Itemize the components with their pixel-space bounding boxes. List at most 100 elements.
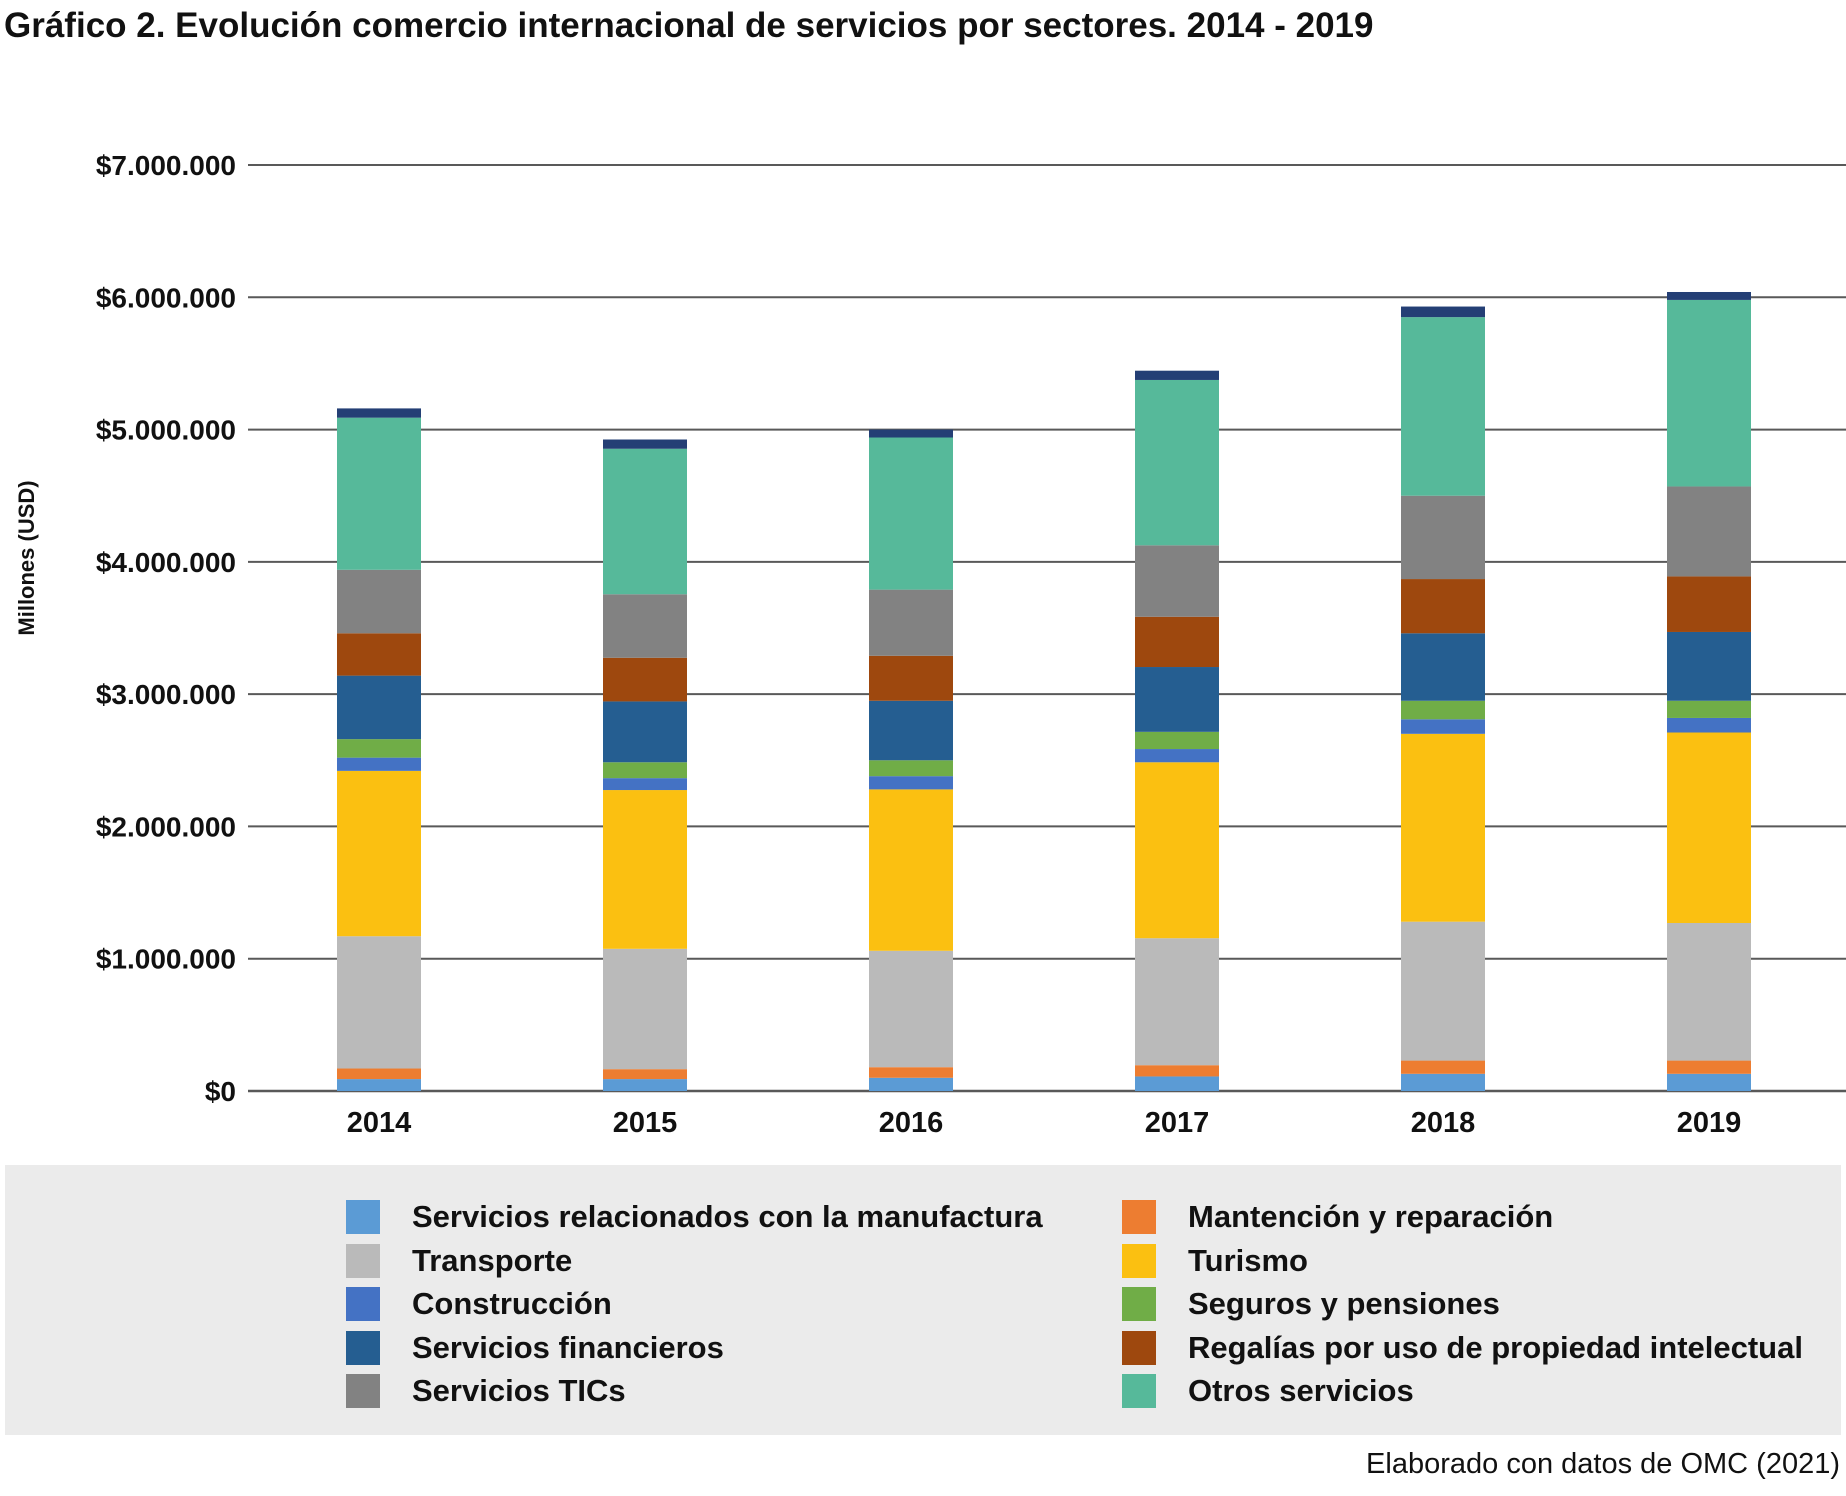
legend-item: Servicios TICs (346, 1371, 626, 1411)
bar-segment (337, 417, 421, 570)
bar-segment (1135, 749, 1219, 763)
bar-segment (869, 776, 953, 790)
y-tick-label: $0 (205, 1076, 236, 1107)
bar-segment (1401, 317, 1485, 496)
y-tick-label: $4.000.000 (96, 547, 236, 578)
bar-segment (603, 790, 687, 949)
stacked-bar-chart: $0 $1.000.000 $2.000.000 $3.000.000 $4.000.0… (14, 150, 1846, 1139)
bar-segment (337, 633, 421, 676)
y-tick-label: $5.000.000 (96, 415, 236, 446)
bar-segment (603, 1069, 687, 1080)
bar-segment (869, 789, 953, 951)
bar-segment (337, 770, 421, 937)
bar-segment (1401, 700, 1485, 720)
legend-swatch (346, 1330, 380, 1365)
y-tick-label: $1.000.000 (96, 944, 236, 975)
bar-segment (869, 1077, 953, 1091)
bar-segment (1667, 717, 1751, 733)
bar-segment (1401, 1060, 1485, 1074)
legend-item: Turismo (1122, 1241, 1308, 1281)
legend-item: Mantención y reparación (1122, 1197, 1553, 1237)
bar-segment (1135, 370, 1219, 380)
legend-item: Otros servicios (1122, 1371, 1414, 1411)
x-tick-label: 2018 (1411, 1107, 1476, 1139)
legend-swatch (346, 1374, 380, 1408)
legend-label: Servicios TICs (412, 1373, 626, 1408)
x-tick-label: 2017 (1145, 1107, 1210, 1139)
legend-swatch (1122, 1200, 1156, 1234)
bar-segment (1401, 495, 1485, 580)
bar-segment (337, 739, 421, 758)
bar-segment (337, 569, 421, 634)
bar-segment (1667, 1060, 1751, 1074)
legend-swatch (346, 1287, 380, 1321)
bar-segment (869, 437, 953, 590)
bar-segment (1667, 486, 1751, 577)
legend-label: Construcción (412, 1286, 612, 1321)
bar-segment (1667, 631, 1751, 701)
legend-item: Construcción (346, 1284, 612, 1324)
bar-segment (1135, 731, 1219, 750)
bar-segment (603, 1079, 687, 1091)
bar-segment (603, 657, 687, 702)
bar-segment (1667, 732, 1751, 923)
legend-label: Seguros y pensiones (1188, 1286, 1500, 1321)
bar-segment (603, 439, 687, 449)
legend-item: Regalías por uso de propiedad intelectua… (1122, 1328, 1803, 1368)
bar-segment (1135, 1065, 1219, 1077)
legend: Servicios relacionados con la manufactur… (5, 1165, 1841, 1435)
y-axis-label: Millones (USD) (14, 480, 39, 635)
bar-segment (1135, 1076, 1219, 1091)
bar-segment (1135, 379, 1219, 546)
bar-segment (1135, 667, 1219, 732)
legend-item: Seguros y pensiones (1122, 1284, 1500, 1324)
y-tick-label: $2.000.000 (96, 811, 236, 842)
legend-label: Regalías por uso de propiedad intelectua… (1188, 1329, 1803, 1365)
bar-segment (1667, 922, 1751, 1061)
legend-swatch (1122, 1287, 1156, 1321)
chart-title: Gráfico 2. Evolución comercio internacio… (4, 6, 1374, 45)
bar-segment (869, 950, 953, 1068)
bar-segment (1401, 579, 1485, 634)
legend-label: Mantención y reparación (1188, 1199, 1554, 1234)
x-tick-label: 2014 (347, 1107, 412, 1139)
bar-segment (1667, 700, 1751, 718)
bar-segment (1667, 299, 1751, 487)
legend-swatch (346, 1200, 380, 1234)
legend-swatch (1122, 1374, 1156, 1408)
bar-segment (1667, 1073, 1751, 1091)
bar-segment (1401, 633, 1485, 701)
legend-swatch (1122, 1330, 1156, 1365)
bar-segment (869, 429, 953, 438)
bar-segment (337, 675, 421, 740)
gridlines (248, 164, 1846, 1093)
bar-segment (603, 594, 687, 658)
bar-segment (869, 655, 953, 701)
legend-label: Servicios financieros (412, 1329, 724, 1365)
bar-segment (1135, 616, 1219, 668)
y-axis-ticks: $0 $1.000.000 $2.000.000 $3.000.000 $4.000.0… (96, 150, 236, 1107)
bar-segment (337, 408, 421, 418)
bar-segment (603, 778, 687, 791)
bar-segment (1401, 719, 1485, 734)
bar-segment (1135, 938, 1219, 1066)
bar-segment (1667, 576, 1751, 632)
source-note: Elaborado con datos de OMC (2021) (1366, 1448, 1840, 1480)
legend-swatch (346, 1243, 380, 1278)
bar-segment (1401, 1073, 1485, 1091)
bar-segment (869, 700, 953, 761)
bar-segment (603, 448, 687, 595)
legend-item: Servicios financieros (346, 1328, 724, 1368)
y-tick-label: $3.000.000 (96, 679, 236, 710)
bar-segment (1401, 921, 1485, 1061)
y-tick-label: $7.000.000 (96, 150, 236, 181)
bar-segment (337, 757, 421, 771)
bar-segment (603, 701, 687, 763)
x-tick-label: 2015 (613, 1107, 678, 1139)
legend-label: Otros servicios (1188, 1373, 1414, 1408)
legend-label: Servicios relacionados con la manufactur… (412, 1199, 1043, 1234)
bar-segment (869, 589, 953, 656)
bar-segment (1667, 291, 1751, 300)
bar-segment (1135, 545, 1219, 617)
legend-swatch (1122, 1243, 1156, 1278)
